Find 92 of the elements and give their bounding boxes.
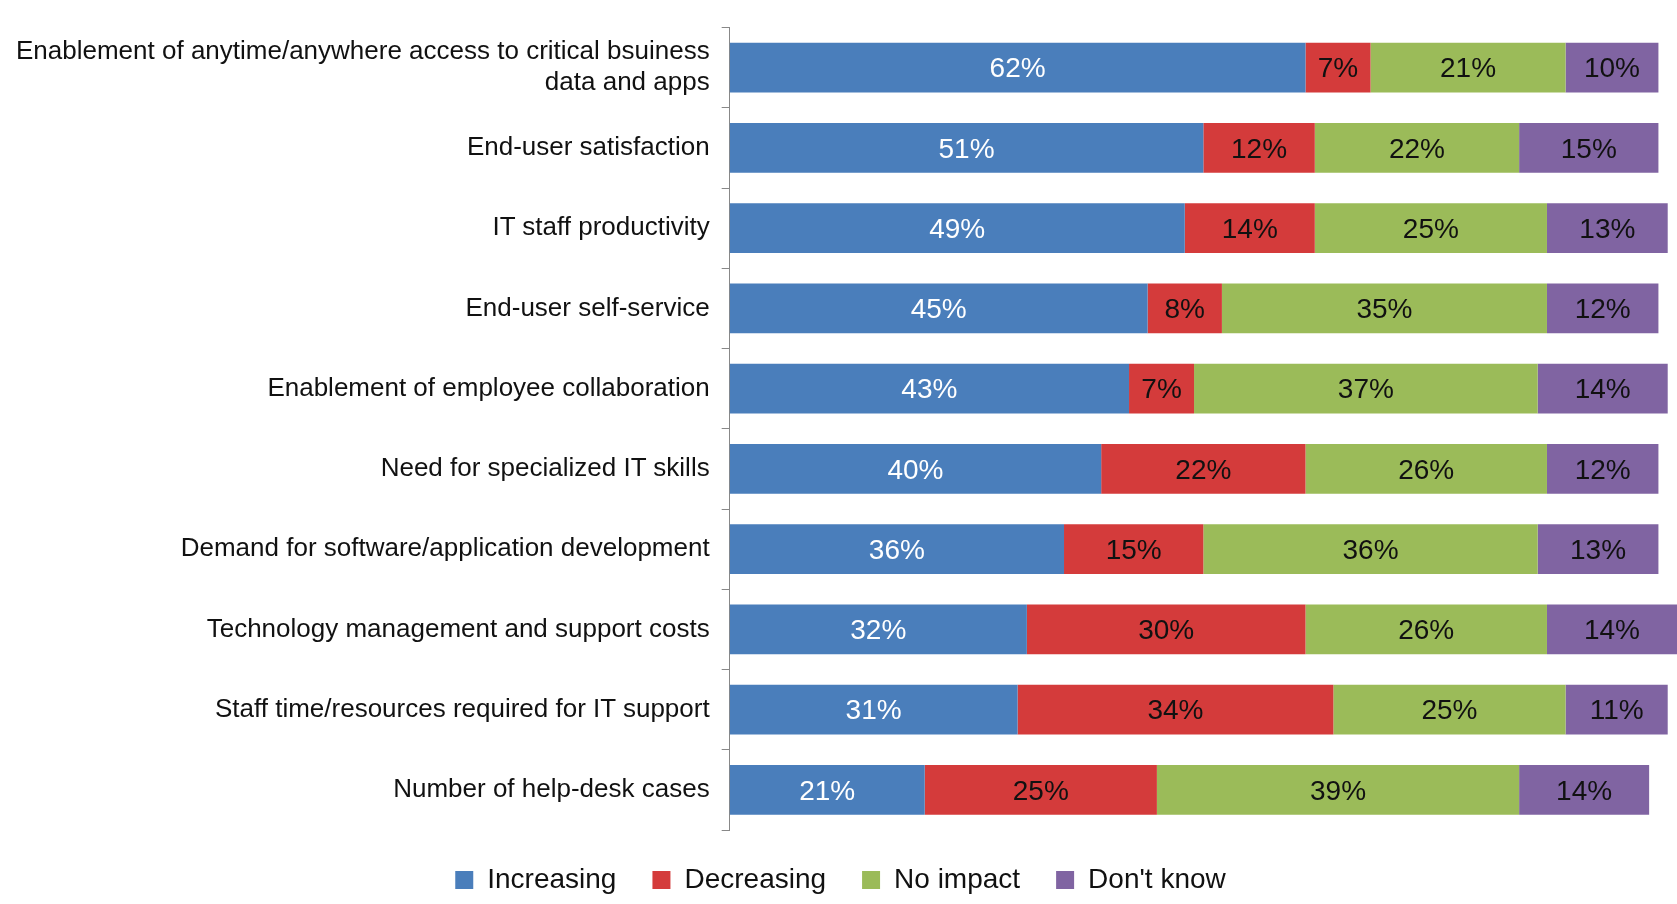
- bar: [1546, 283, 1659, 334]
- bar: [1203, 123, 1315, 173]
- bar: [1546, 604, 1677, 655]
- bar: [1519, 765, 1650, 815]
- data-label: 21%: [799, 774, 856, 806]
- data-label: 25%: [1402, 212, 1459, 244]
- bar: [1064, 524, 1204, 575]
- bar: [1129, 363, 1195, 414]
- data-label: 25%: [1421, 694, 1478, 726]
- data-label: 8%: [1164, 293, 1205, 325]
- bar: [1305, 604, 1547, 655]
- bar: [1221, 283, 1547, 334]
- data-label: 12%: [1231, 132, 1288, 164]
- bar: [1314, 203, 1547, 254]
- legend-label: Decreasing: [684, 862, 827, 894]
- data-label: 15%: [1105, 533, 1162, 565]
- legend-label: No impact: [894, 862, 1021, 894]
- bar: [729, 203, 1185, 254]
- bar: [1370, 42, 1566, 93]
- bar: [729, 42, 1306, 93]
- y-tick-label: Number of help-desk cases: [393, 773, 710, 804]
- data-label: 10%: [1583, 52, 1641, 84]
- bar: [1537, 363, 1668, 414]
- bar: [1333, 684, 1566, 735]
- legend-label: Don't know: [1088, 862, 1227, 894]
- data-label: 21%: [1440, 52, 1497, 84]
- data-label: 22%: [1388, 132, 1445, 164]
- bar: [1194, 363, 1538, 414]
- bar: [1203, 524, 1538, 575]
- data-label: 62%: [989, 52, 1046, 84]
- data-label: 49%: [929, 212, 986, 244]
- bar: [1184, 203, 1315, 254]
- bar: [1101, 444, 1306, 494]
- data-label: 26%: [1398, 614, 1455, 646]
- data-label: 13%: [1579, 212, 1636, 244]
- bar: [729, 604, 1027, 655]
- data-label: 22%: [1175, 453, 1232, 485]
- bar: [924, 765, 1157, 815]
- bar: [729, 123, 1204, 173]
- data-label: 14%: [1574, 373, 1631, 405]
- y-tick-label: Enablement of employee collaboration: [267, 371, 710, 402]
- bar: [1565, 684, 1668, 735]
- data-label: 37%: [1337, 373, 1394, 405]
- y-tick-label: End-user satisfaction: [466, 131, 710, 162]
- y-tick-label: Technology management and support costs: [206, 612, 710, 643]
- data-label: 43%: [901, 373, 958, 405]
- bar: [1305, 42, 1371, 93]
- bar: [729, 684, 1018, 735]
- data-label: 36%: [1342, 533, 1399, 565]
- bar: [729, 444, 1102, 494]
- bar: [1519, 123, 1659, 173]
- y-tick-label: Need for specialized IT skills: [380, 452, 710, 483]
- bar: [1314, 123, 1520, 173]
- data-label: 14%: [1583, 614, 1641, 646]
- data-label: 31%: [845, 694, 902, 726]
- y-tick-label: Demand for software/application development: [180, 532, 711, 563]
- y-tick-label: Enablement of anytime/anywhere access to critical bsuiness data and apps: [16, 35, 710, 97]
- data-label: 36%: [868, 533, 925, 565]
- data-label: 13%: [1570, 533, 1627, 565]
- bar: [1546, 203, 1668, 254]
- data-label: 12%: [1574, 293, 1631, 325]
- bar: [1156, 765, 1520, 815]
- data-label: 26%: [1398, 453, 1455, 485]
- data-label: 30%: [1138, 614, 1195, 646]
- bar: [729, 524, 1065, 575]
- data-label: 51%: [938, 132, 995, 164]
- y-tick-label: IT staff productivity: [492, 211, 710, 242]
- data-label: 39%: [1309, 774, 1367, 806]
- y-tick-label: End-user self-service: [465, 291, 710, 322]
- data-label: 7%: [1141, 373, 1182, 405]
- bar: [1537, 524, 1659, 575]
- y-tick-label: Staff time/resources required for IT support: [214, 692, 711, 723]
- legend-label: Increasing: [487, 862, 617, 894]
- bar: [729, 283, 1148, 334]
- bar: [1546, 444, 1659, 494]
- data-label: 34%: [1147, 694, 1204, 726]
- data-label: 15%: [1560, 132, 1617, 164]
- data-label: 32%: [850, 614, 907, 646]
- data-label: 35%: [1356, 293, 1413, 325]
- bar: [1026, 604, 1306, 655]
- data-label: 11%: [1589, 694, 1644, 726]
- data-label: 7%: [1317, 52, 1359, 84]
- bar: [729, 765, 925, 815]
- data-label: 25%: [1012, 774, 1069, 806]
- data-label: 45%: [910, 293, 967, 325]
- bar: [1305, 444, 1547, 494]
- data-label: 14%: [1556, 774, 1613, 806]
- data-label: 14%: [1221, 212, 1278, 244]
- bar: [1017, 684, 1334, 735]
- bar: [729, 363, 1130, 414]
- data-label: 12%: [1574, 453, 1631, 485]
- data-label: 40%: [887, 453, 944, 485]
